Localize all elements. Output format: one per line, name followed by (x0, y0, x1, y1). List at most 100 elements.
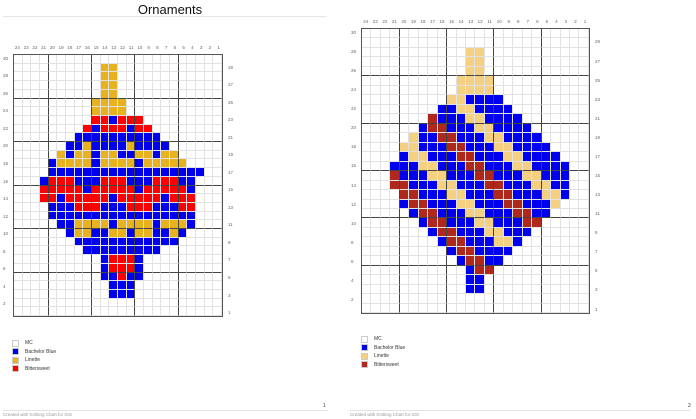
stitch-cell[interactable] (40, 229, 49, 238)
stitch-cell[interactable] (118, 176, 127, 186)
stitch-cell[interactable] (40, 202, 49, 212)
stitch-cell[interactable] (196, 185, 205, 195)
stitch-cell[interactable] (447, 246, 457, 257)
stitch-cell[interactable] (135, 220, 144, 230)
stitch-cell[interactable] (456, 133, 467, 143)
stitch-cell[interactable] (466, 76, 476, 86)
stitch-cell[interactable] (135, 133, 144, 143)
stitch-cell[interactable] (40, 115, 49, 125)
stitch-cell[interactable] (178, 246, 188, 256)
stitch-cell[interactable] (22, 229, 32, 238)
stitch-cell[interactable] (494, 38, 504, 48)
stitch-cell[interactable] (57, 202, 66, 212)
stitch-cell[interactable] (40, 133, 49, 143)
stitch-cell[interactable] (22, 107, 32, 116)
stitch-cell[interactable] (31, 272, 40, 282)
stitch-cell[interactable] (100, 133, 110, 143)
stitch-cell[interactable] (513, 227, 523, 238)
stitch-cell[interactable] (418, 256, 429, 266)
stitch-cell[interactable] (135, 81, 144, 90)
stitch-cell[interactable] (428, 284, 438, 295)
stitch-cell[interactable] (466, 294, 476, 304)
stitch-cell[interactable] (187, 246, 196, 256)
stitch-cell[interactable] (100, 229, 110, 238)
stitch-cell[interactable] (362, 208, 372, 219)
stitch-cell[interactable] (371, 47, 381, 58)
stitch-cell[interactable] (204, 211, 214, 221)
stitch-cell[interactable] (437, 246, 448, 257)
stitch-cell[interactable] (551, 57, 561, 67)
stitch-cell[interactable] (74, 220, 84, 230)
stitch-cell[interactable] (541, 114, 552, 124)
stitch-cell[interactable] (144, 142, 153, 151)
stitch-cell[interactable] (109, 185, 118, 195)
stitch-cell[interactable] (380, 152, 391, 162)
stitch-cell[interactable] (31, 176, 40, 186)
stitch-cell[interactable] (428, 104, 438, 115)
stitch-cell[interactable] (83, 55, 92, 64)
stitch-cell[interactable] (409, 29, 419, 39)
stitch-cell[interactable] (83, 220, 92, 230)
stitch-cell[interactable] (14, 133, 23, 143)
stitch-cell[interactable] (447, 190, 457, 200)
stitch-cell[interactable] (513, 57, 523, 67)
stitch-cell[interactable] (187, 168, 196, 177)
stitch-cell[interactable] (22, 150, 32, 160)
stitch-cell[interactable] (31, 133, 40, 143)
stitch-cell[interactable] (74, 159, 84, 169)
stitch-cell[interactable] (570, 227, 580, 238)
stitch-cell[interactable] (204, 133, 214, 143)
stitch-cell[interactable] (466, 161, 476, 172)
stitch-cell[interactable] (66, 281, 75, 290)
stitch-cell[interactable] (31, 98, 40, 108)
stitch-cell[interactable] (532, 180, 542, 191)
stitch-cell[interactable] (484, 171, 495, 181)
stitch-cell[interactable] (447, 133, 457, 143)
stitch-cell[interactable] (31, 185, 40, 195)
stitch-cell[interactable] (178, 263, 188, 273)
stitch-cell[interactable] (579, 284, 589, 295)
stitch-cell[interactable] (135, 107, 144, 116)
stitch-cell[interactable] (456, 47, 467, 58)
stitch-cell[interactable] (560, 38, 571, 48)
stitch-cell[interactable] (213, 194, 222, 203)
stitch-cell[interactable] (399, 246, 410, 257)
stitch-cell[interactable] (399, 256, 410, 266)
stitch-cell[interactable] (513, 142, 523, 153)
stitch-cell[interactable] (503, 85, 514, 96)
stitch-cell[interactable] (187, 194, 196, 203)
stitch-cell[interactable] (551, 171, 561, 181)
stitch-cell[interactable] (14, 289, 23, 299)
stitch-cell[interactable] (161, 124, 170, 134)
stitch-cell[interactable] (551, 218, 561, 228)
stitch-cell[interactable] (437, 237, 448, 247)
stitch-cell[interactable] (100, 194, 110, 203)
stitch-cell[interactable] (532, 142, 542, 153)
stitch-cell[interactable] (418, 284, 429, 295)
stitch-cell[interactable] (541, 208, 552, 219)
stitch-cell[interactable] (40, 107, 49, 116)
stitch-cell[interactable] (466, 246, 476, 257)
stitch-cell[interactable] (371, 256, 381, 266)
stitch-cell[interactable] (522, 199, 533, 209)
stitch-cell[interactable] (447, 123, 457, 134)
stitch-cell[interactable] (48, 124, 58, 134)
stitch-cell[interactable] (161, 246, 170, 256)
stitch-cell[interactable] (484, 38, 495, 48)
stitch-cell[interactable] (66, 194, 75, 203)
stitch-cell[interactable] (579, 190, 589, 200)
stitch-cell[interactable] (161, 168, 170, 177)
stitch-cell[interactable] (83, 89, 92, 99)
stitch-cell[interactable] (428, 190, 438, 200)
stitch-cell[interactable] (57, 185, 66, 195)
stitch-cell[interactable] (118, 81, 127, 90)
stitch-cell[interactable] (503, 76, 514, 86)
stitch-cell[interactable] (178, 272, 188, 282)
stitch-cell[interactable] (551, 47, 561, 58)
stitch-cell[interactable] (428, 38, 438, 48)
stitch-cell[interactable] (409, 66, 419, 77)
stitch-cell[interactable] (57, 246, 66, 256)
stitch-cell[interactable] (92, 150, 101, 160)
stitch-cell[interactable] (428, 29, 438, 39)
stitch-cell[interactable] (40, 63, 49, 73)
